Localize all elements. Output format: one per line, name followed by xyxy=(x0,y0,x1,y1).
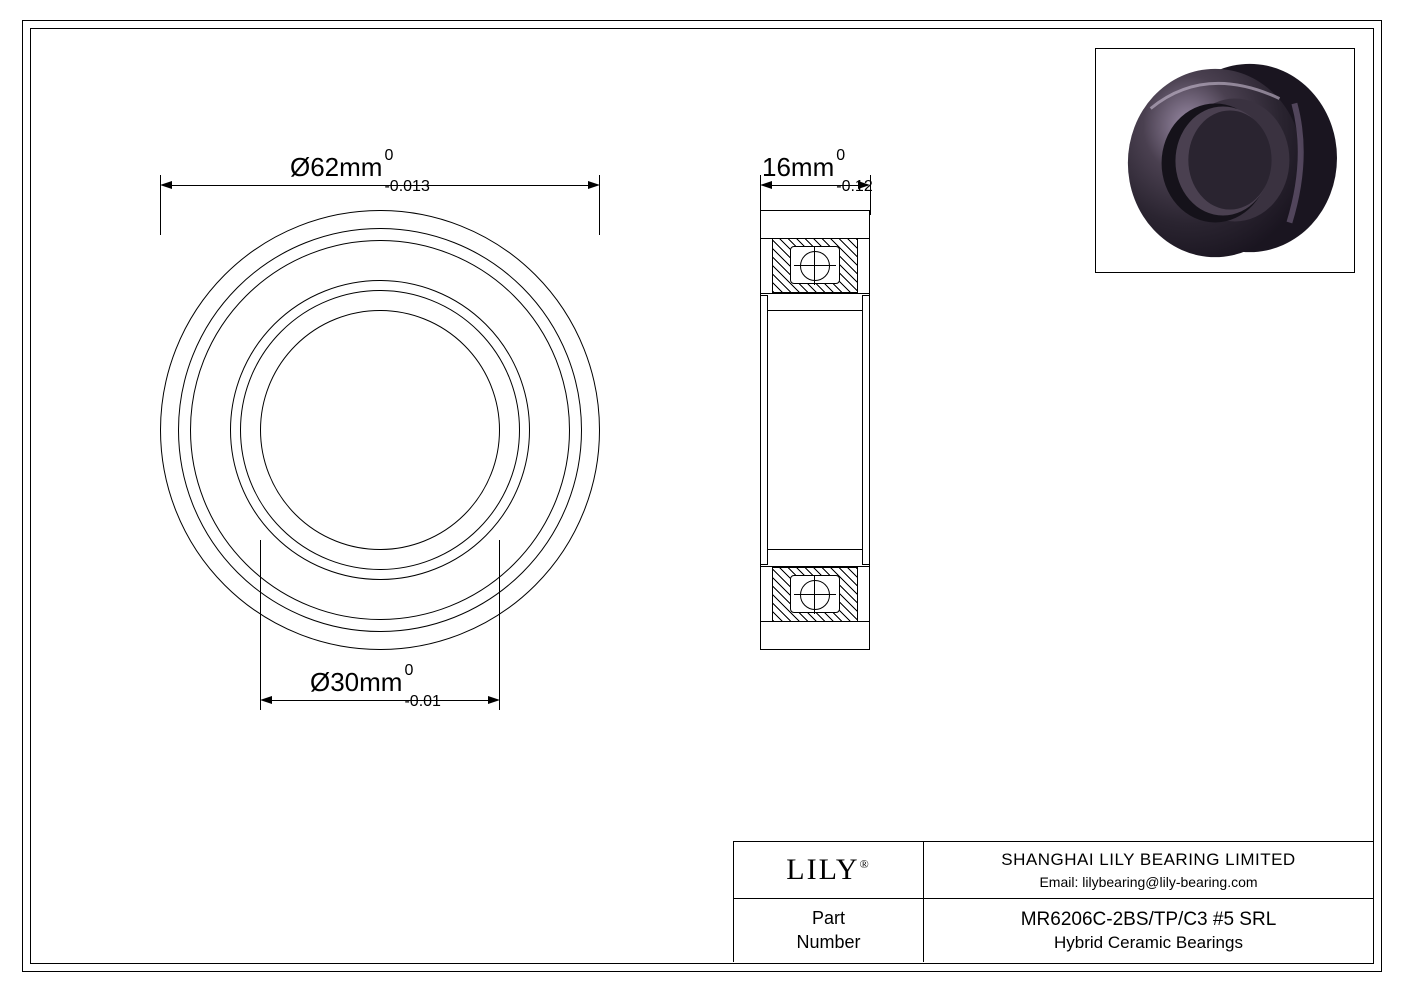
dim-w-label: 16mm0-0.12 xyxy=(762,150,873,188)
dim-id-ext-left xyxy=(260,540,261,710)
side-line-5 xyxy=(760,566,870,567)
part-label-1: Part xyxy=(812,907,845,930)
dim-od-label: Ø62mm0-0.013 xyxy=(290,150,430,188)
dim-od-value: Ø62mm xyxy=(290,152,382,182)
title-block-row-part: Part Number MR6206C-2BS/TP/C3 #5 SRL Hyb… xyxy=(734,899,1373,962)
dim-id-label: Ø30mm0-0.01 xyxy=(310,665,441,703)
side-view xyxy=(760,210,880,650)
dim-od-arrow-l xyxy=(160,181,172,189)
side-ball-bottom-cross-h xyxy=(794,594,836,595)
side-line-3 xyxy=(760,310,870,311)
title-block-row-company: LILY® SHANGHAI LILY BEARING LIMITED Emai… xyxy=(734,842,1373,899)
side-shield-left xyxy=(760,295,768,565)
title-block-company: SHANGHAI LILY BEARING LIMITED Email: lil… xyxy=(924,842,1373,898)
side-line-4 xyxy=(760,549,870,550)
company-email: Email: lilybearing@lily-bearing.com xyxy=(1039,874,1257,890)
dim-id-arrow-l xyxy=(260,696,272,704)
side-line-6 xyxy=(760,621,870,622)
dim-id-tol-lower: -0.01 xyxy=(404,693,440,710)
front-view xyxy=(160,210,600,650)
company-name: SHANGHAI LILY BEARING LIMITED xyxy=(1001,850,1295,870)
dim-id-ext-right xyxy=(499,540,500,710)
dim-id-arrow-r xyxy=(488,696,500,704)
title-block-part-label: Part Number xyxy=(734,899,924,962)
side-line-2 xyxy=(760,293,870,294)
part-type: Hybrid Ceramic Bearings xyxy=(1054,933,1243,953)
side-ball-top-cross-v xyxy=(814,247,815,285)
part-number: MR6206C-2BS/TP/C3 #5 SRL xyxy=(1021,909,1277,931)
dim-w-tol-lower: -0.12 xyxy=(836,178,872,195)
email-value: lilybearing@lily-bearing.com xyxy=(1082,874,1257,890)
dim-od-arrow-r xyxy=(588,181,600,189)
dim-od-tol-lower: -0.013 xyxy=(384,178,429,195)
side-ball-bottom xyxy=(772,567,858,622)
side-ball-top xyxy=(772,238,858,293)
dim-id-tol-upper: 0 xyxy=(404,662,413,679)
title-block-logo: LILY® xyxy=(734,842,924,898)
dim-w-value: 16mm xyxy=(762,152,834,182)
email-label: Email: xyxy=(1039,874,1082,890)
dim-id-value: Ø30mm xyxy=(310,667,402,697)
side-shield-right xyxy=(862,295,870,565)
logo-text: LILY xyxy=(786,853,859,886)
inner-ring-id xyxy=(260,310,500,550)
side-ball-bottom-cross-v xyxy=(814,576,815,614)
render-svg xyxy=(1096,49,1354,272)
side-ball-bottom-ball xyxy=(800,580,830,610)
render-thumbnail xyxy=(1095,48,1355,273)
dim-w-tol-upper: 0 xyxy=(836,147,845,164)
title-block-part-value: MR6206C-2BS/TP/C3 #5 SRL Hybrid Ceramic … xyxy=(924,899,1373,962)
side-ball-top-ball xyxy=(800,251,830,281)
part-label-2: Number xyxy=(796,931,860,954)
side-line-1 xyxy=(760,238,870,239)
dim-od-tol-upper: 0 xyxy=(384,147,393,164)
title-block: LILY® SHANGHAI LILY BEARING LIMITED Emai… xyxy=(733,841,1373,962)
logo-registered: ® xyxy=(860,857,871,871)
side-ball-top-cross-h xyxy=(794,265,836,266)
